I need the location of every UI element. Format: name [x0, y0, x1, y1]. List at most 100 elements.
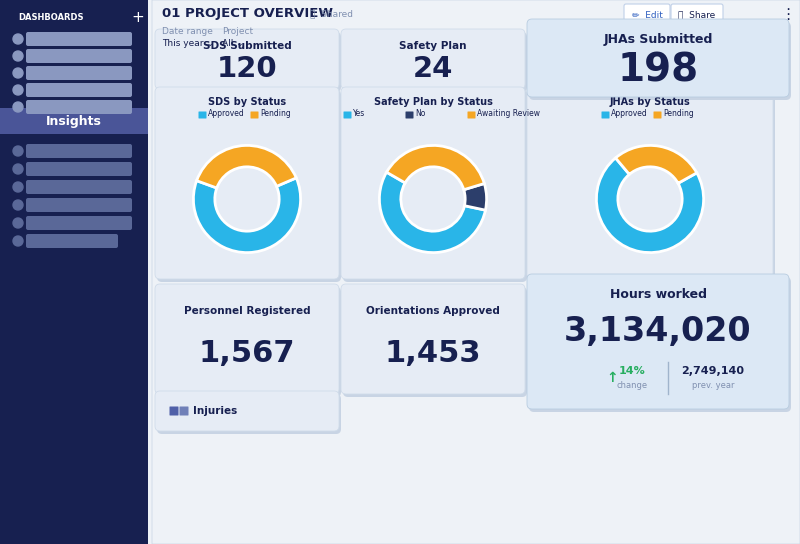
Circle shape — [13, 164, 23, 174]
Circle shape — [13, 51, 23, 61]
Text: Date range: Date range — [162, 27, 213, 35]
Text: No: No — [415, 109, 426, 119]
FancyBboxPatch shape — [529, 90, 775, 282]
FancyBboxPatch shape — [26, 144, 132, 158]
Text: ⋮: ⋮ — [780, 8, 795, 22]
Wedge shape — [197, 145, 296, 188]
FancyBboxPatch shape — [26, 32, 132, 46]
FancyBboxPatch shape — [26, 66, 132, 80]
Circle shape — [13, 218, 23, 228]
FancyBboxPatch shape — [343, 90, 527, 282]
Wedge shape — [464, 183, 486, 210]
FancyBboxPatch shape — [157, 394, 341, 434]
Text: Safety Plan by Status: Safety Plan by Status — [374, 97, 493, 107]
Circle shape — [13, 200, 23, 210]
Text: prev. year: prev. year — [692, 380, 734, 390]
FancyBboxPatch shape — [654, 112, 662, 119]
Text: +: + — [132, 10, 144, 26]
FancyBboxPatch shape — [26, 100, 132, 114]
Text: 2,749,140: 2,749,140 — [682, 366, 745, 376]
Wedge shape — [597, 158, 703, 252]
Text: Awaiting Review: Awaiting Review — [477, 109, 540, 119]
Text: Approved: Approved — [208, 109, 245, 119]
FancyBboxPatch shape — [157, 32, 341, 92]
Text: Injuries: Injuries — [193, 406, 238, 416]
Text: change: change — [617, 380, 647, 390]
Circle shape — [13, 102, 23, 112]
FancyBboxPatch shape — [250, 112, 258, 119]
Circle shape — [13, 85, 23, 95]
FancyBboxPatch shape — [26, 198, 132, 212]
Text: All ⌄: All ⌄ — [222, 39, 244, 47]
FancyBboxPatch shape — [155, 87, 339, 279]
FancyBboxPatch shape — [341, 29, 525, 89]
FancyBboxPatch shape — [157, 287, 341, 397]
Text: 👥  Share: 👥 Share — [678, 10, 716, 20]
Text: 👥  Shared: 👥 Shared — [310, 9, 353, 18]
Wedge shape — [379, 172, 486, 252]
Wedge shape — [194, 178, 301, 252]
FancyBboxPatch shape — [26, 49, 132, 63]
Text: Approved: Approved — [611, 109, 648, 119]
Text: Insights: Insights — [46, 114, 102, 127]
Text: Personnel Registered: Personnel Registered — [184, 306, 310, 316]
FancyBboxPatch shape — [26, 83, 132, 97]
FancyBboxPatch shape — [602, 112, 610, 119]
FancyBboxPatch shape — [529, 277, 791, 412]
Text: This year ⌄: This year ⌄ — [162, 39, 214, 47]
FancyBboxPatch shape — [406, 112, 414, 119]
Text: JHAs Submitted: JHAs Submitted — [603, 34, 713, 46]
Wedge shape — [615, 145, 697, 183]
Text: 01 PROJECT OVERVIEW: 01 PROJECT OVERVIEW — [162, 8, 333, 21]
FancyBboxPatch shape — [341, 284, 525, 394]
FancyBboxPatch shape — [343, 112, 351, 119]
Text: DASHBOARDS: DASHBOARDS — [18, 14, 83, 22]
FancyBboxPatch shape — [26, 216, 132, 230]
FancyBboxPatch shape — [527, 19, 789, 97]
FancyBboxPatch shape — [343, 32, 527, 92]
Circle shape — [13, 68, 23, 78]
Text: 1,567: 1,567 — [198, 339, 295, 368]
Text: Orientations Approved: Orientations Approved — [366, 306, 500, 316]
FancyBboxPatch shape — [179, 406, 189, 416]
Text: SDS by Status: SDS by Status — [208, 97, 286, 107]
FancyBboxPatch shape — [170, 406, 178, 416]
Circle shape — [13, 236, 23, 246]
Wedge shape — [386, 145, 484, 190]
FancyBboxPatch shape — [343, 287, 527, 397]
FancyBboxPatch shape — [671, 4, 723, 25]
FancyBboxPatch shape — [0, 108, 148, 134]
Text: Pending: Pending — [663, 109, 694, 119]
Text: 14%: 14% — [618, 366, 646, 376]
FancyBboxPatch shape — [26, 180, 132, 194]
Text: Project: Project — [222, 27, 253, 35]
Text: ↑: ↑ — [606, 371, 618, 385]
Circle shape — [13, 146, 23, 156]
FancyBboxPatch shape — [26, 234, 118, 248]
Text: ✏  Edit: ✏ Edit — [631, 10, 662, 20]
Text: Yes: Yes — [353, 109, 366, 119]
Circle shape — [13, 34, 23, 44]
Text: Safety Plan: Safety Plan — [399, 41, 466, 51]
FancyBboxPatch shape — [341, 87, 525, 279]
FancyBboxPatch shape — [26, 162, 132, 176]
FancyBboxPatch shape — [155, 391, 339, 431]
FancyBboxPatch shape — [0, 0, 148, 544]
Circle shape — [13, 182, 23, 192]
FancyBboxPatch shape — [155, 29, 339, 89]
FancyBboxPatch shape — [624, 4, 670, 25]
FancyBboxPatch shape — [529, 22, 791, 100]
Text: JHAs by Status: JHAs by Status — [610, 97, 690, 107]
FancyBboxPatch shape — [467, 112, 475, 119]
Text: 3,134,020: 3,134,020 — [564, 316, 752, 349]
Text: Hours worked: Hours worked — [610, 288, 706, 301]
Text: 24: 24 — [413, 55, 453, 83]
FancyBboxPatch shape — [527, 87, 773, 279]
FancyBboxPatch shape — [198, 112, 206, 119]
FancyBboxPatch shape — [155, 284, 339, 394]
Text: 1,453: 1,453 — [385, 339, 482, 368]
Text: Pending: Pending — [260, 109, 290, 119]
FancyBboxPatch shape — [157, 90, 341, 282]
Text: 120: 120 — [217, 55, 278, 83]
Text: 198: 198 — [618, 51, 698, 89]
